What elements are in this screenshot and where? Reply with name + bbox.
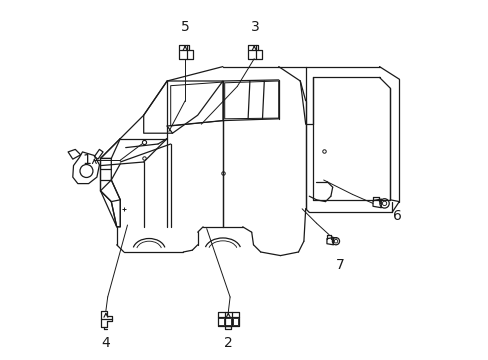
- Text: 7: 7: [335, 258, 344, 271]
- Text: 5: 5: [181, 20, 189, 34]
- Text: 1: 1: [82, 153, 91, 167]
- Text: 6: 6: [392, 209, 401, 223]
- Text: 2: 2: [224, 336, 232, 350]
- Text: 4: 4: [102, 336, 110, 350]
- Text: 3: 3: [250, 20, 259, 34]
